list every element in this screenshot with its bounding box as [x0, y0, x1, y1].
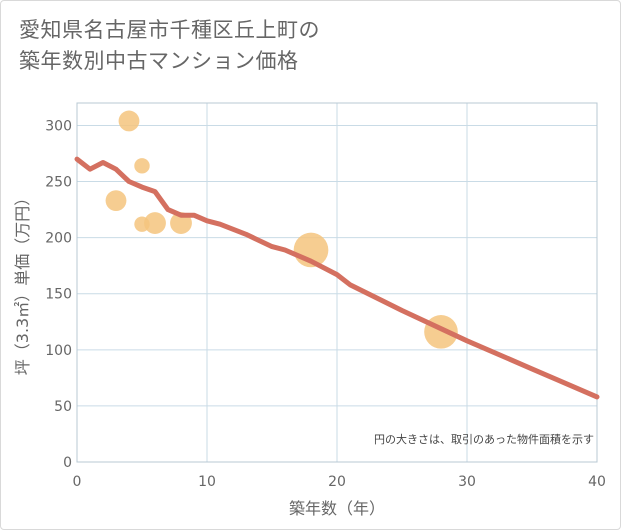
y-tick-label: 300: [45, 118, 72, 134]
bubble-point: [134, 158, 150, 174]
trend-line-series: [74, 156, 600, 400]
bubble-size-note: 円の大きさは、取引のあった物件面積を示す: [374, 432, 594, 446]
x-tick-label: 10: [198, 474, 216, 490]
bubble-point: [105, 190, 127, 212]
x-tick-label: 20: [328, 474, 346, 490]
y-tick-label: 0: [63, 455, 72, 471]
x-tick-label: 0: [73, 474, 82, 490]
bubble-point: [118, 110, 140, 132]
y-tick-label: 50: [54, 399, 72, 415]
grid: [76, 103, 598, 463]
x-tick-label: 40: [588, 474, 606, 490]
plot-area: [76, 102, 598, 463]
trend-line: [74, 156, 600, 400]
axis-ticks: 0 10 20 30 40 0 50 100 150 200 250 300: [45, 118, 606, 490]
chart-title-line-2: 築年数別中古マンション価格: [19, 49, 299, 73]
chart-title-line-1: 愛知県名古屋市千種区丘上町の: [19, 18, 320, 42]
y-tick-label: 100: [45, 343, 72, 359]
bubble-point: [144, 212, 166, 234]
y-tick-label: 250: [45, 175, 72, 191]
x-tick-label: 30: [458, 474, 476, 490]
y-tick-label: 200: [45, 231, 72, 247]
chart-title: 愛知県名古屋市千種区丘上町の 築年数別中古マンション価格: [19, 15, 320, 77]
y-tick-label: 150: [45, 287, 72, 303]
x-axis-label: 築年数（年）: [289, 499, 385, 518]
y-axis-label: 坪（3.3㎡）単価（万円）: [13, 190, 32, 375]
